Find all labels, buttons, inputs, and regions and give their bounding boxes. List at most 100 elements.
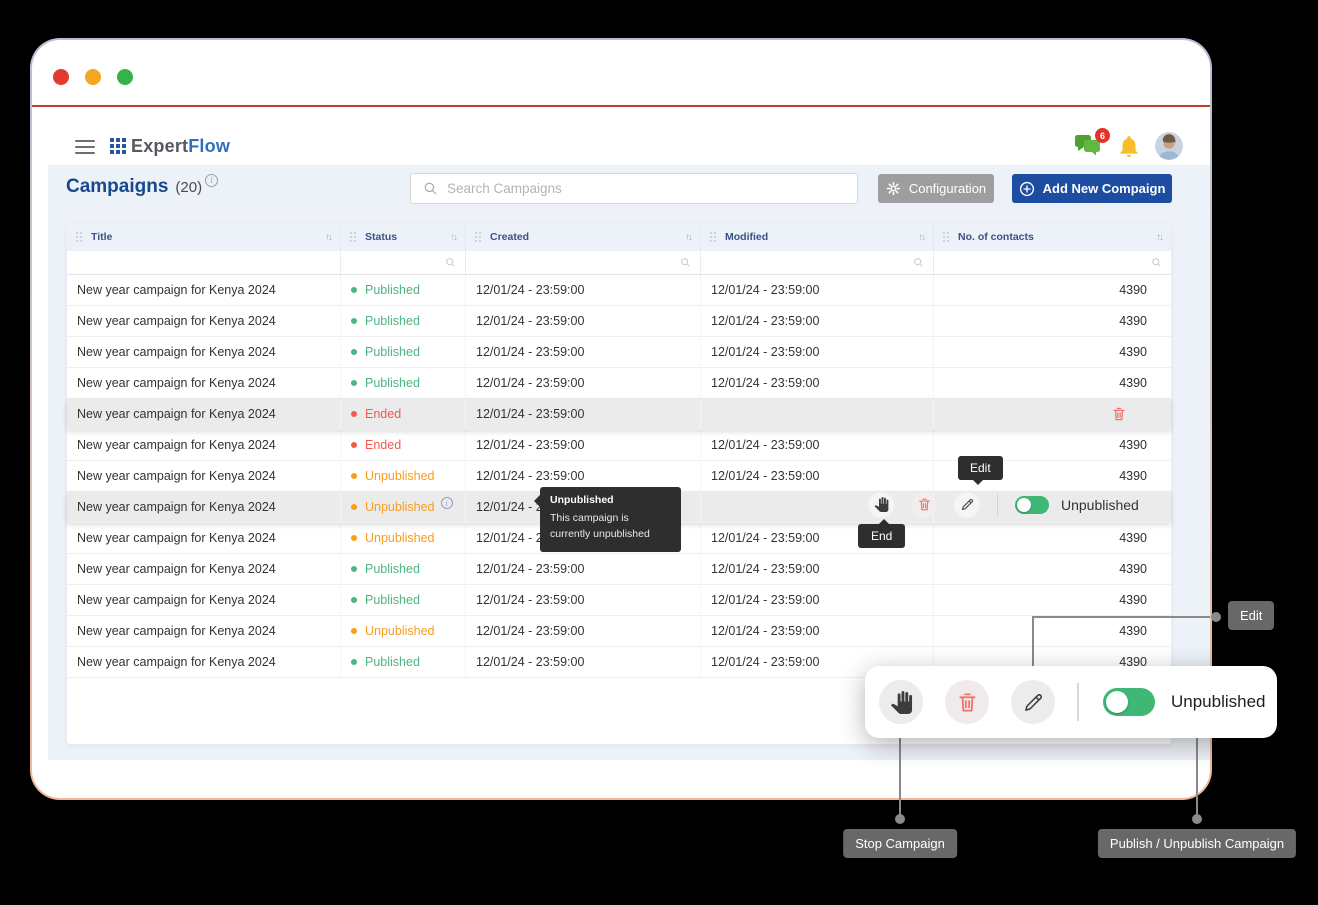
edit-callout-label: Edit: [1228, 601, 1275, 630]
add-new-campaign-button[interactable]: Add New Compaign: [1012, 174, 1172, 203]
cell-title: New year campaign for Kenya 2024: [67, 616, 341, 646]
logo-text-expert: Expert: [131, 136, 189, 156]
delete-icon[interactable]: [1111, 406, 1127, 422]
end-tooltip: End: [858, 519, 906, 548]
window-maximize-dot[interactable]: [117, 69, 133, 85]
filter-created[interactable]: [466, 251, 701, 274]
filter-status[interactable]: [341, 251, 466, 274]
cell-status: Ended: [341, 399, 466, 429]
table-row[interactable]: New year campaign for Kenya 2024 Ended 12/…: [67, 399, 1171, 430]
cell-title: New year campaign for Kenya 2024: [67, 430, 341, 460]
cell-contacts: 4390: [1119, 376, 1147, 390]
connector-dot: [895, 814, 905, 824]
stop-hand-icon[interactable]: [879, 680, 923, 724]
filter-modified[interactable]: [701, 251, 934, 274]
page-title-row: Campaigns (20) i: [66, 173, 222, 198]
table-row[interactable]: New year campaign for Kenya 2024 Publishe…: [67, 368, 1171, 399]
cell-title: New year campaign for Kenya 2024: [67, 275, 341, 305]
cell-contacts: 4390: [1119, 531, 1147, 545]
cell-contacts: 4390: [1119, 469, 1147, 483]
table-row[interactable]: New year campaign for Kenya 2024 Unpublis…: [67, 616, 1171, 647]
window-close-dot[interactable]: [53, 69, 69, 85]
sort-icon[interactable]: ↑↓: [685, 231, 693, 243]
publish-toggle[interactable]: [1103, 688, 1155, 716]
cell-created: 12/01/24 - 23:59:00: [466, 306, 701, 336]
table-row[interactable]: New year campaign for Kenya 2024 Publishe…: [67, 647, 1171, 678]
plus-circle-icon: [1019, 181, 1034, 196]
connector-line: [1196, 738, 1198, 816]
campaigns-table: Title ↑↓ Status ↑↓ Created ↑↓ Modified ↑↓ No…: [66, 222, 1172, 745]
cell-created: 12/01/24 - 23:59:00: [466, 585, 701, 615]
filter-title[interactable]: [67, 251, 341, 274]
page-info-icon[interactable]: i: [205, 173, 219, 187]
gear-icon: [886, 181, 901, 196]
cell-contacts: 4390: [1119, 438, 1147, 452]
add-new-campaign-label: Add New Compaign: [1042, 181, 1166, 196]
toggle-label: Unpublished: [1171, 692, 1266, 711]
delete-icon[interactable]: [911, 491, 937, 518]
sort-icon[interactable]: ↑↓: [325, 231, 333, 243]
table-row[interactable]: New year campaign for Kenya 2024 Publishe…: [67, 585, 1171, 616]
cell-modified: 12/01/24 - 23:59:00: [701, 275, 934, 305]
stop-hand-icon[interactable]: [868, 491, 894, 518]
cell-title: New year campaign for Kenya 2024: [67, 337, 341, 367]
table-header-row: Title ↑↓ Status ↑↓ Created ↑↓ Modified ↑↓ No…: [67, 223, 1171, 251]
cell-modified: 12/01/24 - 23:59:00: [701, 523, 934, 553]
divider: [997, 493, 998, 516]
bell-icon[interactable]: [1117, 133, 1141, 159]
hamburger-menu-icon[interactable]: [75, 140, 95, 154]
cell-modified: 12/01/24 - 23:59:00: [701, 368, 934, 398]
cell-contacts: 4390: [1119, 314, 1147, 328]
configuration-button[interactable]: Configuration: [878, 174, 994, 203]
drag-handle-icon[interactable]: [710, 231, 718, 243]
chat-icon[interactable]: 6: [1074, 128, 1110, 159]
column-header-title[interactable]: Title ↑↓: [67, 223, 341, 251]
sort-icon[interactable]: ↑↓: [918, 231, 926, 243]
column-header-contacts[interactable]: No. of contacts ↑↓: [934, 223, 1171, 251]
column-header-modified[interactable]: Modified ↑↓: [701, 223, 934, 251]
table-row[interactable]: New year campaign for Kenya 2024 Publishe…: [67, 337, 1171, 368]
search-input[interactable]: [447, 181, 845, 196]
drag-handle-icon[interactable]: [943, 231, 951, 243]
filter-contacts[interactable]: [934, 251, 1171, 274]
edit-pencil-icon[interactable]: [954, 491, 980, 518]
connector-dot: [1192, 814, 1202, 824]
cell-title: New year campaign for Kenya 2024: [67, 585, 341, 615]
cell-created: 12/01/24 - 23:59:00: [466, 461, 701, 491]
table-row[interactable]: New year campaign for Kenya 2024 Publishe…: [67, 275, 1171, 306]
window-minimize-dot[interactable]: [85, 69, 101, 85]
sort-icon[interactable]: ↑↓: [1156, 231, 1164, 243]
table-row[interactable]: New year campaign for Kenya 2024 Publishe…: [67, 554, 1171, 585]
cell-modified: 12/01/24 - 23:59:00: [701, 337, 934, 367]
logo-grid-icon: [110, 138, 126, 154]
connector-line: [1032, 616, 1210, 618]
cell-status: Unpublished: [341, 616, 466, 646]
cell-created: 12/01/24 - 23:59:00: [466, 275, 701, 305]
cell-title: New year campaign for Kenya 2024: [67, 368, 341, 398]
cell-modified: 12/01/24 - 23:59:00: [701, 647, 934, 677]
column-header-created[interactable]: Created ↑↓: [466, 223, 701, 251]
publish-toggle[interactable]: [1015, 495, 1049, 514]
sort-icon[interactable]: ↑↓: [450, 231, 458, 243]
drag-handle-icon[interactable]: [475, 231, 483, 243]
table-row[interactable]: New year campaign for Kenya 2024 Publishe…: [67, 306, 1171, 337]
delete-icon[interactable]: [945, 680, 989, 724]
cell-created: 12/01/24 - 23:59:00: [466, 647, 701, 677]
cell-created: 12/01/24 - 23:59:00: [466, 430, 701, 460]
info-icon[interactable]: i: [440, 497, 453, 509]
drag-handle-icon[interactable]: [76, 231, 84, 243]
cell-status: Ended: [341, 430, 466, 460]
cell-title: New year campaign for Kenya 2024: [67, 554, 341, 584]
column-header-status[interactable]: Status ↑↓: [341, 223, 466, 251]
edit-pencil-icon[interactable]: [1011, 680, 1055, 724]
cell-status: Published: [341, 554, 466, 584]
connector-line: [899, 738, 901, 816]
stop-campaign-label: Stop Campaign: [843, 829, 957, 858]
search-box[interactable]: [410, 173, 858, 204]
avatar[interactable]: [1155, 132, 1183, 160]
cell-contacts: 4390: [1119, 345, 1147, 359]
drag-handle-icon[interactable]: [350, 231, 358, 243]
table-row[interactable]: New year campaign for Kenya 2024 Ended 12/…: [67, 430, 1171, 461]
filter-search-icon: [446, 258, 455, 267]
cell-status: Unpublished i: [341, 492, 466, 522]
